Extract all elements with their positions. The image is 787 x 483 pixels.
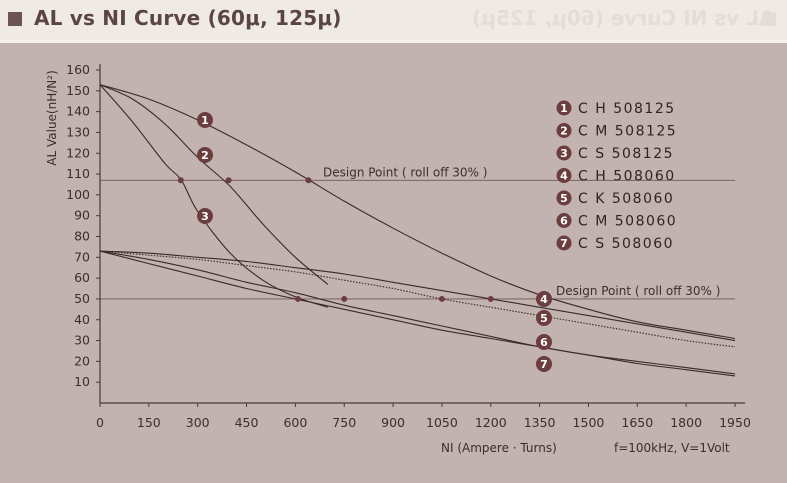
- legend-marker-number: 6: [560, 215, 568, 228]
- x-axis-label: NI (Ampere · Turns): [441, 441, 557, 455]
- y-tick-label: 110: [66, 166, 90, 181]
- legend-entry: C H 508125: [578, 101, 676, 117]
- y-tick-label: 60: [74, 270, 90, 285]
- y-tick-label: 90: [74, 208, 90, 223]
- series-marker-number: 4: [540, 293, 548, 306]
- series-marker-5: [536, 310, 552, 326]
- x-tick-label: 1800: [670, 415, 702, 430]
- design-point-dot: [225, 177, 232, 184]
- x-tick-label: 900: [381, 415, 405, 430]
- design-point-dot: [487, 295, 494, 302]
- design-point-dot: [305, 177, 312, 184]
- y-tick-label: 40: [74, 312, 90, 327]
- y-tick-label: 80: [74, 229, 90, 244]
- legend-entry: C S 508060: [578, 236, 674, 252]
- x-tick-label: 0: [96, 415, 104, 430]
- y-tick-label: 130: [66, 124, 90, 139]
- x-tick-label: 300: [186, 415, 210, 430]
- design-point-label: Design Point ( roll off 30% ): [323, 165, 487, 179]
- series-line-5: [99, 250, 736, 348]
- legend-marker-number: 4: [560, 170, 568, 183]
- x-tick-label: 1950: [719, 415, 751, 430]
- legend-marker: [556, 123, 572, 138]
- x-tick-label: 450: [235, 415, 259, 430]
- y-tick-label: 140: [66, 104, 90, 119]
- design-point-dot: [341, 295, 348, 302]
- series-marker-2: [197, 147, 213, 163]
- x-tick-label: 750: [332, 415, 356, 430]
- design-point-dot: [294, 295, 301, 302]
- legend-entry: C K 508060: [578, 191, 674, 207]
- series-line-3: [99, 84, 329, 308]
- legend-marker-number: 5: [560, 192, 568, 205]
- series-marker-number: 5: [540, 312, 548, 325]
- legend-entry: C M 508060: [578, 214, 677, 230]
- series-marker-4: [536, 291, 552, 307]
- series-line-2: [99, 84, 329, 285]
- series-line-4: [99, 250, 736, 342]
- ghost-square-icon: [762, 12, 776, 26]
- y-tick-label: 120: [66, 145, 90, 160]
- y-axis-label: AL Value(nH/N²): [45, 70, 59, 165]
- x-tick-label: 600: [283, 415, 307, 430]
- measurement-note: f=100kHz, V=1Volt: [614, 441, 730, 455]
- legend-marker: [556, 100, 572, 116]
- x-tick-label: 1200: [475, 415, 507, 430]
- y-tick-label: 150: [66, 83, 90, 98]
- series-marker-number: 2: [201, 149, 209, 162]
- chart-title: AL vs NI Curve (60μ, 125μ): [34, 6, 342, 30]
- series-marker-number: 1: [201, 114, 209, 127]
- y-tick-label: 100: [66, 187, 90, 202]
- design-point-dot: [177, 177, 184, 184]
- legend-entry: C H 508060: [578, 169, 676, 185]
- legend-marker-number: 1: [560, 102, 568, 115]
- y-tick-label: 30: [74, 333, 90, 348]
- legend-marker-number: 7: [560, 237, 568, 250]
- title-square-icon: [8, 12, 22, 26]
- x-tick-label: 1500: [573, 415, 605, 430]
- series-marker-number: 3: [201, 210, 209, 223]
- x-tick-label: 1350: [524, 415, 556, 430]
- legend-marker: [556, 235, 572, 251]
- x-tick-label: 1050: [426, 415, 458, 430]
- legend-marker: [556, 213, 572, 228]
- design-point-label: Design Point ( roll off 30% ): [556, 284, 720, 298]
- y-tick-label: 50: [74, 291, 90, 306]
- legend-entry: C S 508125: [578, 146, 674, 162]
- series-marker-3: [197, 208, 213, 224]
- plot-background: [0, 43, 787, 483]
- series-marker-1: [197, 112, 213, 128]
- series-line-7: [99, 250, 736, 375]
- series-line-6: [99, 250, 736, 377]
- x-tick-label: 150: [137, 415, 161, 430]
- title-bar: AL vs NI Curve (60μ, 125μ) AL vs NI Curv…: [0, 0, 787, 40]
- series-marker-7: [536, 356, 552, 372]
- legend-marker: [556, 145, 572, 161]
- y-tick-label: 20: [74, 353, 90, 368]
- y-tick-label: 160: [66, 62, 90, 77]
- series-marker-number: 7: [540, 358, 548, 371]
- legend-marker: [556, 190, 572, 206]
- y-tick-label: 70: [74, 249, 90, 264]
- series-marker-6: [536, 334, 552, 350]
- design-point-dot: [438, 295, 445, 302]
- y-tick-label: 10: [74, 374, 90, 389]
- legend-marker-number: 2: [560, 125, 568, 138]
- series-marker-number: 6: [540, 336, 548, 349]
- legend-entry: C M 508125: [578, 124, 677, 140]
- legend-marker-number: 3: [560, 147, 568, 160]
- x-tick-label: 1650: [621, 415, 653, 430]
- legend-marker: [556, 168, 572, 183]
